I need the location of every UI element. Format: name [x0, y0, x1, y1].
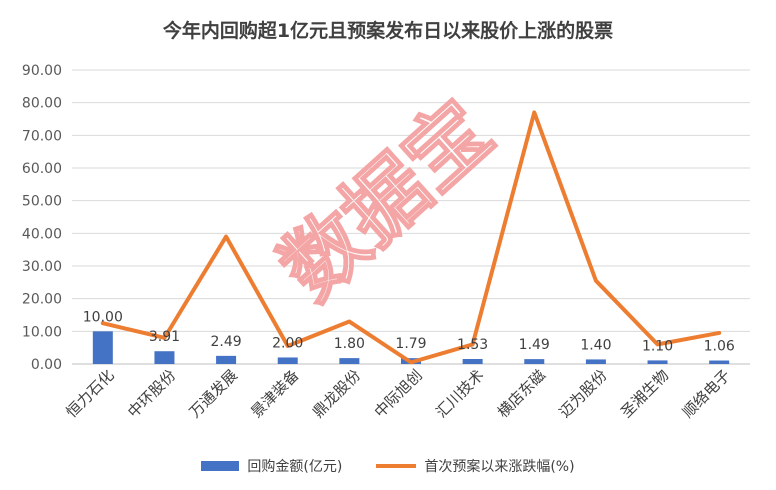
- legend-item-bar: 回购金额(亿元): [201, 456, 342, 476]
- bar-data-label: 1.53: [457, 337, 488, 353]
- bar-data-label: 3.91: [149, 329, 180, 345]
- y-tick-label: 20.00: [22, 292, 62, 308]
- bar: [216, 355, 237, 364]
- bar: [585, 359, 606, 364]
- x-tick-label: 中环股份: [124, 366, 179, 421]
- x-tick-label: 万通发展: [186, 366, 241, 421]
- y-tick-label: 90.00: [22, 63, 62, 79]
- bar-data-label: 1.80: [334, 336, 365, 352]
- y-tick-label: 30.00: [22, 259, 62, 275]
- series-line: [100, 110, 722, 365]
- x-tick-label: 中际旭创: [371, 366, 426, 421]
- legend-label-bar: 回购金额(亿元): [247, 459, 343, 475]
- bar: [277, 357, 298, 364]
- bar-data-label: 10.00: [83, 309, 123, 325]
- legend-item-line: 首次预案以来涨跌幅(%): [376, 456, 575, 476]
- bar-data-label: 2.49: [211, 334, 242, 350]
- y-tick-label: 70.00: [22, 128, 62, 144]
- y-tick-label: 50.00: [22, 194, 62, 210]
- bar: [647, 360, 668, 364]
- bar: [339, 358, 360, 364]
- bar-data-label: 1.10: [642, 338, 673, 354]
- bar-data-label: 1.49: [519, 337, 550, 353]
- bar: [154, 351, 175, 364]
- bar: [524, 359, 545, 364]
- y-tick-label: 40.00: [22, 226, 62, 242]
- bar: [92, 331, 113, 364]
- x-tick-label: 圣湘生物: [617, 366, 672, 421]
- x-tick-label: 汇川技术: [432, 366, 487, 421]
- bar-data-label: 1.79: [395, 336, 426, 352]
- legend-label-line: 首次预案以来涨跌幅(%): [424, 459, 575, 475]
- x-tick-label: 顺络电子: [679, 366, 734, 421]
- x-tick-label: 恒力石化: [62, 366, 117, 421]
- bar-data-label: 1.06: [704, 339, 735, 355]
- legend-swatch-line: [376, 464, 417, 468]
- y-tick-label: 80.00: [22, 96, 62, 112]
- x-tick-label: 迈为股份: [556, 366, 611, 421]
- y-tick-label: 0.00: [31, 357, 62, 373]
- x-tick-label: 鼎龙股份: [309, 366, 364, 421]
- legend-swatch-bar: [201, 461, 240, 471]
- chart-title: 今年内回购超1亿元且预案发布日以来股价上涨的股票: [162, 20, 614, 42]
- bar-data-label: 2.00: [272, 335, 303, 351]
- y-tick-label: 10.00: [22, 324, 62, 340]
- x-tick-label: 景津装备: [247, 366, 302, 421]
- bar: [462, 359, 483, 364]
- bar-data-label: 1.40: [580, 337, 611, 353]
- x-tick-label: 横店东磁: [494, 366, 549, 421]
- y-tick-label: 60.00: [22, 161, 62, 177]
- legend: 回购金额(亿元) 首次预案以来涨跌幅(%): [0, 456, 776, 476]
- bar: [709, 360, 730, 364]
